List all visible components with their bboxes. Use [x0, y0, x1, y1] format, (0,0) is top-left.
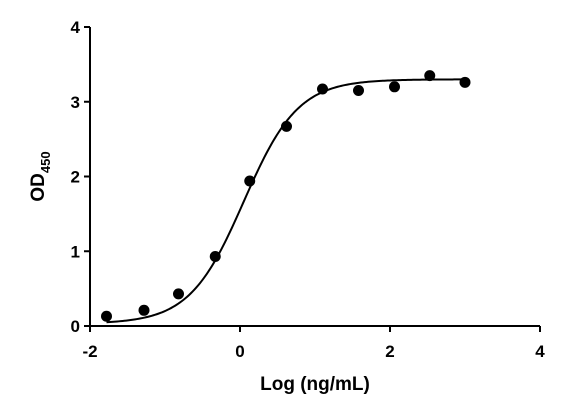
data-points: [101, 70, 471, 322]
y-tick-label: 0: [71, 317, 80, 336]
data-point: [389, 81, 400, 93]
data-point: [173, 288, 184, 300]
y-tick-label: 3: [71, 93, 80, 112]
svg-text:OD450: OD450: [28, 151, 53, 201]
fit-curve: [106, 78, 465, 324]
y-tick-label: 2: [71, 168, 80, 187]
data-point: [209, 250, 221, 262]
data-point: [353, 85, 364, 97]
x-axis-ticks: -2 0 2 4: [82, 326, 545, 361]
x-tick-label: 0: [235, 342, 244, 361]
x-tick-label: 4: [535, 342, 545, 361]
y-tick-label: 4: [71, 18, 81, 37]
data-point: [459, 76, 471, 88]
y-axis-ticks: 0 1 2 3 4: [71, 18, 90, 336]
data-point: [101, 310, 112, 322]
x-tick-label: -2: [82, 342, 97, 361]
data-point: [244, 175, 256, 187]
x-axis-title: Log (ng/mL): [260, 374, 370, 395]
y-axis-title: OD450: [28, 151, 53, 201]
data-point: [138, 304, 150, 316]
data-point: [317, 83, 328, 95]
data-point: [281, 120, 292, 132]
y-axis-title-main: OD: [28, 173, 49, 202]
x-tick-label: 2: [385, 342, 394, 361]
y-tick-label: 1: [71, 242, 80, 261]
data-point: [424, 70, 436, 82]
y-axis-title-subscript: 450: [38, 151, 53, 173]
